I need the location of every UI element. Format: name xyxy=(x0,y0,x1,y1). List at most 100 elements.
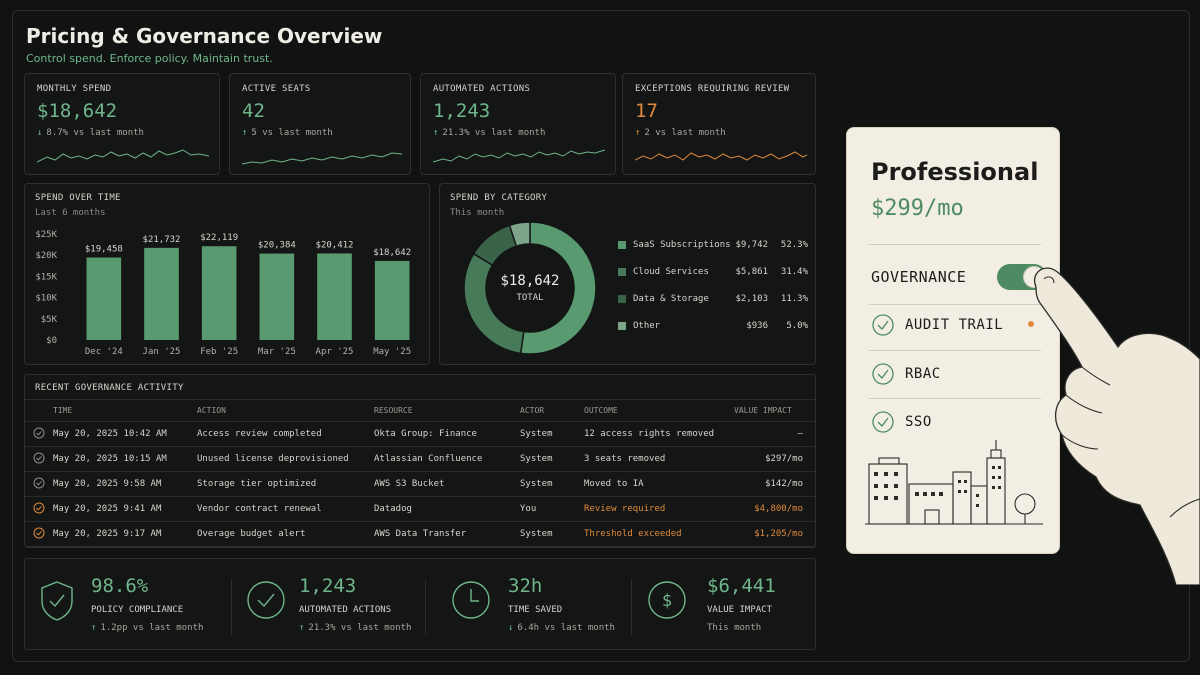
column-header[interactable]: ACTION xyxy=(189,399,366,422)
legend-label: Data & Storage xyxy=(633,294,709,304)
spend-bar-chart: $0 $5K $10K $15K $20K $25K $19,458 Dec '24 $21,7… xyxy=(35,230,411,357)
kpi-value: 17 xyxy=(635,100,658,122)
kpi-card-monthly-spend[interactable]: MONTHLY SPEND $18,642 ↓ 8.7% vs last mont… xyxy=(24,73,220,175)
table-row[interactable]: May 20, 2025 10:42 AM Access review compl… xyxy=(25,421,817,447)
sparkline xyxy=(37,149,209,163)
kpi-trend-text: 8.7% vs last month xyxy=(46,128,144,138)
cell-value-impact: $297/mo xyxy=(726,446,817,472)
cell-value-impact: $4,800/mo xyxy=(726,496,817,522)
cell-actor: System xyxy=(512,521,576,547)
table-row[interactable]: May 20, 2025 10:15 AM Unused license depr… xyxy=(25,446,817,472)
panel-subtitle: Last 6 months xyxy=(35,208,106,218)
legend-item: Data & Storage $2,103 11.3% xyxy=(618,294,808,321)
donut-center-value: $18,642 xyxy=(500,273,560,289)
cell-value-impact: $1,205/mo xyxy=(726,521,817,547)
kpi-card-active-seats[interactable]: ACTIVE SEATS 42 ↑ 5 vs last month xyxy=(229,73,411,175)
trend-arrow-icon: ↓ xyxy=(37,128,43,138)
y-tick-label: $0 xyxy=(46,336,57,346)
table-row[interactable]: May 20, 2025 9:17 AM Overage budget alert… xyxy=(25,521,817,547)
page-title: Pricing & Governance Overview xyxy=(26,24,383,48)
legend-item: Other $936 5.0% xyxy=(618,321,808,348)
cell-actor: System xyxy=(512,446,576,472)
pricing-plan-card[interactable]: Professional $299/mo GOVERNANCE AUDIT TR… xyxy=(846,127,1060,554)
kpi-trend: ↑ 21.3% vs last month xyxy=(433,128,545,138)
clock-icon xyxy=(452,581,490,619)
legend-percent: 52.3% xyxy=(780,240,808,250)
column-header[interactable]: VALUE IMPACT xyxy=(726,399,817,422)
kpi-card-exceptions[interactable]: EXCEPTIONS REQUIRING REVIEW 17 ↑ 2 vs las… xyxy=(622,73,816,175)
bar-value-label: $22,119 xyxy=(200,233,238,243)
bar-value-label: $20,384 xyxy=(258,241,296,251)
summary-trend: ↑ 21.3% vs last month xyxy=(299,623,411,633)
kpi-trend: ↓ 8.7% vs last month xyxy=(37,128,144,138)
divider xyxy=(869,304,1041,305)
summary-label: VALUE IMPACT xyxy=(707,605,773,615)
kpi-card-automated-actions[interactable]: AUTOMATED ACTIONS 1,243 ↑ 21.3% vs last m… xyxy=(420,73,616,175)
kpi-value: $18,642 xyxy=(37,100,118,122)
bar[interactable] xyxy=(201,246,237,340)
trend-arrow-icon: ↑ xyxy=(299,623,305,633)
kpi-label: ACTIVE SEATS xyxy=(242,84,311,94)
column-header[interactable]: ACTOR xyxy=(512,399,576,422)
legend-label: Cloud Services xyxy=(633,267,709,277)
donut-slice[interactable] xyxy=(519,221,597,355)
trend-arrow-icon: ↑ xyxy=(433,128,439,138)
kpi-label: AUTOMATED ACTIONS xyxy=(433,84,531,94)
bar[interactable] xyxy=(86,257,122,340)
check-circle-icon xyxy=(872,411,894,433)
sparkline xyxy=(242,152,402,165)
category-legend: SaaS Subscriptions $9,742 52.3% Cloud Servi… xyxy=(618,240,808,348)
column-header[interactable]: OUTCOME xyxy=(576,399,726,422)
table-row[interactable]: May 20, 2025 9:58 AM Storage tier optimiz… xyxy=(25,471,817,497)
kpi-trend-text: 5 vs last month xyxy=(251,128,333,138)
legend-item: SaaS Subscriptions $9,742 52.3% xyxy=(618,240,808,267)
cell-actor: System xyxy=(512,421,576,447)
trend-arrow-icon: ↑ xyxy=(91,623,97,633)
activity-table: TIME ACTION RESOURCE ACTOR OUTCOME VALUE… xyxy=(25,399,817,547)
legend-amount: $936 xyxy=(746,321,768,331)
divider xyxy=(869,244,1041,245)
bar[interactable] xyxy=(259,253,295,340)
kpi-trend-text: 2 vs last month xyxy=(644,128,726,138)
sparkline xyxy=(433,149,605,163)
summary-label: POLICY COMPLIANCE xyxy=(91,605,184,615)
x-tick-label: Apr '25 xyxy=(316,347,354,357)
legend-percent: 5.0% xyxy=(786,321,808,331)
column-header[interactable]: RESOURCE xyxy=(366,399,512,422)
bar[interactable] xyxy=(144,247,179,340)
spend-over-time-panel: SPEND OVER TIME Last 6 months $0 $5K $10K $… xyxy=(24,183,430,365)
governance-label: GOVERNANCE xyxy=(871,268,967,286)
shield-check-icon xyxy=(41,581,73,621)
bar[interactable] xyxy=(374,260,410,340)
trend-arrow-icon: ↑ xyxy=(242,128,248,138)
svg-text:$: $ xyxy=(662,591,672,611)
legend-label: SaaS Subscriptions xyxy=(633,240,731,250)
summary-value: $6,441 xyxy=(707,575,776,597)
bar[interactable] xyxy=(317,253,352,340)
y-tick-label: $10K xyxy=(35,294,57,304)
feature-label: RBAC xyxy=(905,366,941,382)
cell-resource: Datadog xyxy=(366,496,512,522)
summary-trend: ↑ 1.2pp vs last month xyxy=(91,623,203,633)
row-status-cell xyxy=(25,446,45,472)
warning-check-icon xyxy=(33,502,45,513)
cell-value-impact: $142/mo xyxy=(726,471,817,497)
cell-time: May 20, 2025 10:42 AM xyxy=(45,421,189,447)
check-circle-icon xyxy=(247,581,285,619)
donut-slice[interactable] xyxy=(463,252,525,355)
cell-outcome: 3 seats removed xyxy=(576,446,726,472)
x-tick-label: Dec '24 xyxy=(85,347,123,357)
cell-resource: Atlassian Confluence xyxy=(366,446,512,472)
kpi-value: 42 xyxy=(242,100,265,122)
cell-resource: Okta Group: Finance xyxy=(366,421,512,447)
donut-slice[interactable] xyxy=(508,221,531,248)
y-tick-label: $25K xyxy=(35,230,57,240)
city-skyline-illustration xyxy=(865,440,1043,525)
bar-value-label: $20,412 xyxy=(316,240,354,250)
table-row[interactable]: May 20, 2025 9:41 AM Vendor contract rene… xyxy=(25,496,817,522)
legend-amount: $2,103 xyxy=(735,294,768,304)
summary-value: 98.6% xyxy=(91,575,149,597)
x-tick-label: May '25 xyxy=(373,347,411,357)
column-header[interactable]: TIME xyxy=(45,399,189,422)
kpi-trend: ↑ 2 vs last month xyxy=(635,128,726,138)
